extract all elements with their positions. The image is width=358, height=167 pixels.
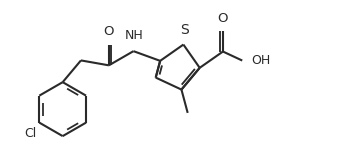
Text: S: S <box>180 23 189 37</box>
Text: NH: NH <box>125 29 144 42</box>
Text: Cl: Cl <box>24 127 36 140</box>
Text: OH: OH <box>251 54 270 67</box>
Text: O: O <box>103 25 114 38</box>
Text: O: O <box>218 12 228 25</box>
